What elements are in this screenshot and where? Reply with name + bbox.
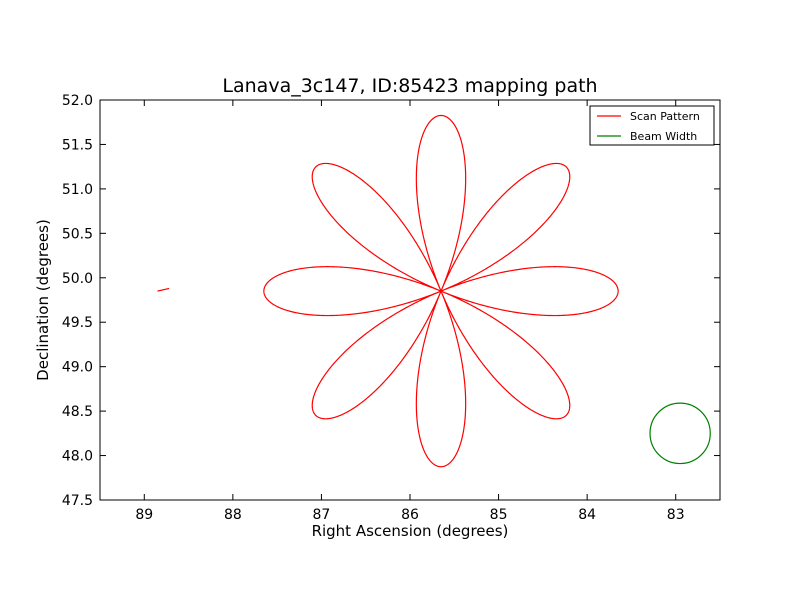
x-axis-label: Right Ascension (degrees) [312,522,509,540]
y-tick-label: 48.5 [62,404,93,420]
x-tick-label: 83 [667,507,685,523]
y-tick-label: 49.5 [62,315,93,331]
x-tick-label: 86 [401,507,419,523]
legend-label-scan-pattern: Scan Pattern [630,110,700,123]
y-tick-label: 48.0 [62,449,93,465]
x-tick-label: 84 [578,507,596,523]
y-axis: 47.5 48.0 48.5 49.0 49.5 50.0 50.5 51.0 51.5 52.0 [62,93,720,509]
y-tick-label: 50.0 [62,271,93,287]
series-layer [157,114,711,468]
x-tick-label: 88 [224,507,242,523]
legend: Scan Pattern Beam Width [589,105,715,146]
y-tick-label: 52.0 [62,93,93,109]
legend-box [589,105,715,146]
scan-pattern-line [157,114,619,468]
y-axis-label: Declination (degrees) [34,219,52,381]
y-tick-label: 51.5 [62,137,93,153]
y-tick-label: 51.0 [62,182,93,198]
legend-label-beam-width: Beam Width [630,130,697,143]
y-tick-label: 50.5 [62,226,93,242]
x-tick-label: 89 [135,507,153,523]
x-tick-label: 87 [313,507,331,523]
x-tick-label: 85 [490,507,508,523]
beam-width-circle [649,402,711,465]
y-tick-label: 47.5 [62,493,93,509]
y-tick-label: 49.0 [62,360,93,376]
chart-title: Lanava_3c147, ID:85423 mapping path [222,75,597,97]
x-axis: 89 88 87 86 85 84 83 [135,100,685,523]
